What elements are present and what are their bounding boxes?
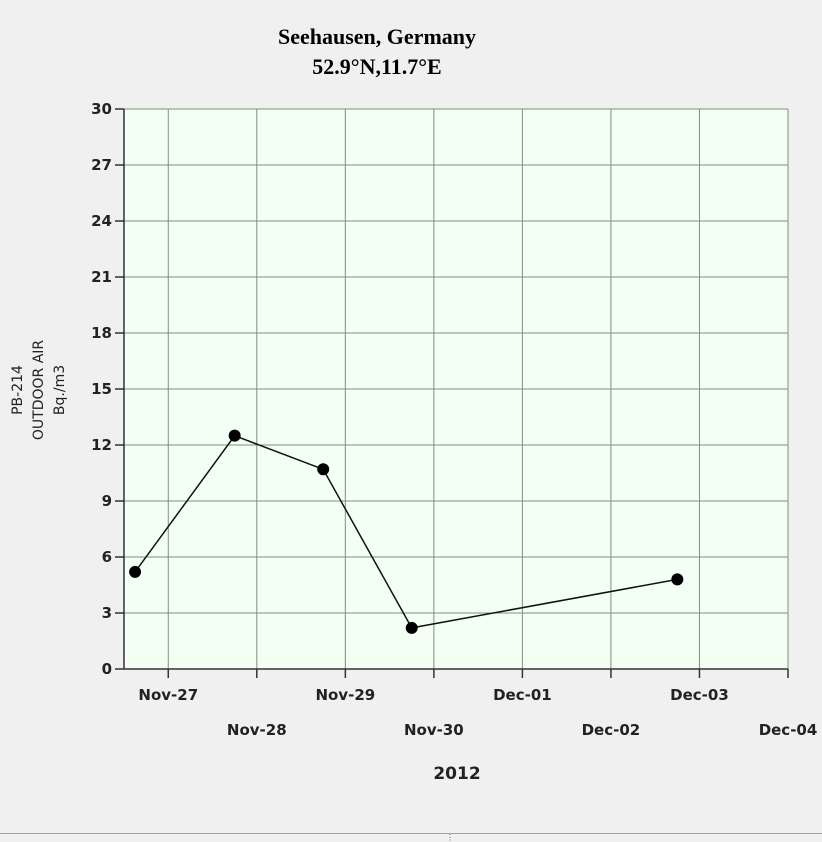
y-tick-label: 3 <box>102 604 112 622</box>
axes <box>115 108 789 678</box>
y-axis-title-line-2: OUTDOOR AIR <box>31 340 47 441</box>
y-tick-labels: 0 3 6 9 12 15 18 21 24 27 30 <box>91 100 112 678</box>
x-tick-label: Dec-02 <box>582 721 641 739</box>
y-tick-label: 18 <box>91 324 112 342</box>
y-tick-label: 0 <box>102 660 112 678</box>
x-tick-labels: Nov-27 Nov-28 Nov-29 Nov-30 Dec-01 Dec-02 Dec-… <box>138 686 817 739</box>
x-tick-label: Nov-30 <box>404 721 464 739</box>
data-point <box>671 573 684 586</box>
chart-subtitle: 52.9°N,11.7°E <box>312 54 441 79</box>
y-tick-label: 6 <box>102 548 112 566</box>
y-tick-label: 9 <box>102 492 112 510</box>
data-point <box>129 565 142 578</box>
y-tick-label: 27 <box>91 156 112 174</box>
y-tick-label: 24 <box>91 212 112 230</box>
y-tick-label: 15 <box>91 380 112 398</box>
y-axis-title-line-1: PB-214 <box>10 365 26 415</box>
x-tick-label: Dec-01 <box>493 686 552 704</box>
x-tick-label: Dec-03 <box>670 686 729 704</box>
y-tick-label: 30 <box>91 100 112 118</box>
y-tick-label: 12 <box>91 436 112 454</box>
x-tick-label: Dec-04 <box>759 721 818 739</box>
y-axis-title-line-3: Bq./m3 <box>52 365 68 415</box>
data-point <box>228 429 241 442</box>
data-point <box>405 621 418 634</box>
series <box>129 429 684 634</box>
data-point <box>317 463 330 476</box>
grid <box>124 108 789 669</box>
x-tick-label: Nov-28 <box>227 721 287 739</box>
x-tick-label: Nov-29 <box>315 686 375 704</box>
y-tick-label: 21 <box>91 268 112 286</box>
x-tick-label: Nov-27 <box>138 686 198 704</box>
y-axis-title: PB-214 OUTDOOR AIR Bq./m3 <box>10 340 68 441</box>
chart-title: Seehausen, Germany <box>278 24 476 49</box>
x-axis-title: 2012 <box>433 764 480 784</box>
resize-grip-icon[interactable]: ⋮ <box>446 833 454 842</box>
window-bottom-border <box>0 833 822 834</box>
